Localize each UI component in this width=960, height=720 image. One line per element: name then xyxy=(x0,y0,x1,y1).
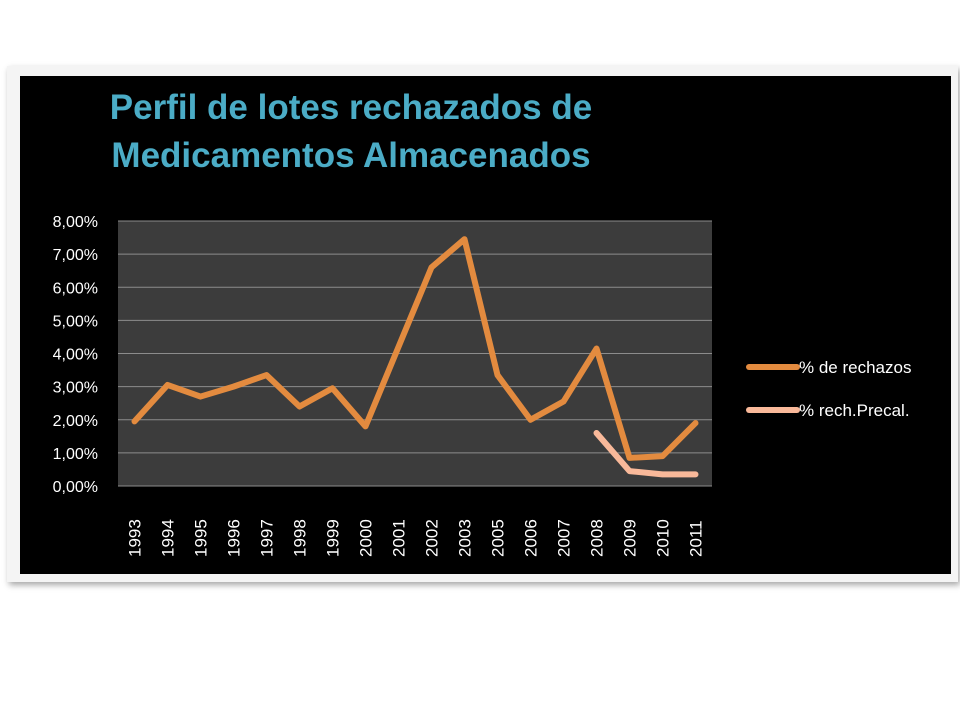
data-point-series-1-2009 xyxy=(627,455,632,460)
legend-label-1: % de rechazos xyxy=(799,358,911,377)
data-point-series-2-2008 xyxy=(594,431,599,435)
data-point-series-1-2011 xyxy=(693,421,698,426)
y-tick-label: 1,00% xyxy=(53,446,98,463)
x-tick-label: 1994 xyxy=(159,519,178,557)
data-point-series-1-2002 xyxy=(429,265,434,270)
data-point-series-1-1994 xyxy=(165,382,170,387)
x-tick-label: 2007 xyxy=(555,519,574,557)
chart-title-line-1: Perfil de lotes rechazados de xyxy=(109,88,593,127)
x-tick-label: 1997 xyxy=(258,519,277,557)
x-tick-label: 2000 xyxy=(357,519,376,557)
y-tick-label: 8,00% xyxy=(53,214,98,231)
series-line-1 xyxy=(131,236,699,461)
data-point-series-1-2001 xyxy=(396,344,401,349)
y-tick-label: 4,00% xyxy=(53,347,98,364)
x-tick-label: 1996 xyxy=(225,519,244,557)
x-tick-label: 2010 xyxy=(654,519,673,557)
x-tick-label: 2003 xyxy=(456,519,475,557)
data-point-series-1-1995 xyxy=(198,394,203,399)
y-tick-label: 3,00% xyxy=(53,380,98,397)
y-tick-label: 6,00% xyxy=(53,280,98,297)
data-point-series-1-2005 xyxy=(495,373,500,378)
data-point-series-1-1993 xyxy=(132,419,137,424)
data-point-series-1-1997 xyxy=(264,373,269,378)
chart-title-line-2: Medicamentos Almacenados xyxy=(111,136,591,175)
data-point-series-1-2010 xyxy=(660,454,665,459)
data-point-series-1-1998 xyxy=(297,404,302,409)
x-tick-label: 2009 xyxy=(621,519,640,557)
data-point-series-1-2006 xyxy=(528,417,533,422)
data-point-series-1-2003 xyxy=(462,237,467,242)
x-tick-label: 2006 xyxy=(522,519,541,557)
x-tick-label: 1993 xyxy=(126,519,145,557)
legend-label-2: % rech.Precal. xyxy=(799,401,910,420)
x-tick-label: 2011 xyxy=(687,520,706,557)
y-tick-label: 2,00% xyxy=(53,413,98,430)
data-point-series-2-2010 xyxy=(660,472,665,477)
data-point-series-2-2011 xyxy=(693,472,698,477)
data-point-series-1-2008 xyxy=(594,346,599,351)
data-point-series-1-2000 xyxy=(363,424,368,429)
y-tick-label: 0,00% xyxy=(53,479,98,496)
data-point-series-1-1999 xyxy=(330,386,335,391)
x-tick-label: 2001 xyxy=(390,519,409,557)
x-tick-label: 1995 xyxy=(192,519,211,557)
x-tick-label: 1999 xyxy=(324,519,343,557)
x-tick-label: 2008 xyxy=(588,519,607,557)
series-line-2 xyxy=(593,430,699,478)
y-tick-label: 5,00% xyxy=(53,313,98,330)
chart-title: Perfil de lotes rechazados de Medicament… xyxy=(20,84,682,180)
data-point-series-1-2007 xyxy=(561,399,566,404)
data-point-series-1-1996 xyxy=(231,384,236,389)
x-tick-label: 2005 xyxy=(489,519,508,557)
x-tick-label: 1998 xyxy=(291,519,310,557)
data-point-series-2-2009 xyxy=(627,469,632,474)
y-tick-label: 7,00% xyxy=(53,247,98,264)
x-tick-label: 2002 xyxy=(423,519,442,557)
